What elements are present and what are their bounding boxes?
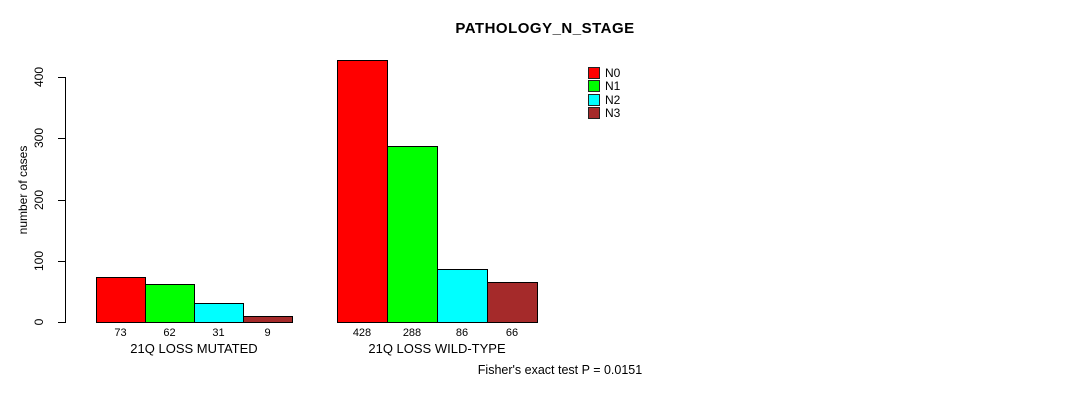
bar-n1-group1 [145, 284, 195, 323]
y-tick-400 [58, 77, 66, 78]
y-tick-label-200: 200 [32, 189, 46, 211]
y-tick-label-0: 0 [32, 318, 46, 326]
y-tick-0 [58, 322, 66, 323]
bar-value-label-n0-group2: 428 [352, 327, 372, 339]
group-label-1: 21Q LOSS MUTATED [130, 341, 258, 356]
legend-label-n2: N2 [605, 93, 621, 107]
bar-value-label-n2-group2: 86 [455, 327, 469, 339]
y-tick-label-100: 100 [32, 250, 46, 272]
y-tick-label-300: 300 [32, 127, 46, 149]
legend-item-n1: N1 [588, 80, 620, 92]
y-axis-label: number of cases [16, 145, 30, 235]
bar-value-label-n3-group1: 9 [264, 327, 271, 339]
bar-n2-group2 [437, 269, 488, 323]
legend-label-n0: N0 [605, 66, 621, 80]
bar-n3-group1 [243, 316, 293, 323]
pvalue-annotation: Fisher's exact test P = 0.0151 [477, 363, 643, 377]
legend-label-n1: N1 [605, 79, 621, 93]
bar-value-label-n3-group2: 66 [505, 327, 519, 339]
y-tick-200 [58, 200, 66, 201]
bar-value-label-n1-group2: 288 [402, 327, 422, 339]
legend-swatch-n3 [588, 107, 600, 119]
bar-value-label-n0-group1: 73 [114, 327, 127, 339]
bar-value-label-n2-group1: 31 [212, 327, 225, 339]
y-tick-100 [58, 261, 66, 262]
y-tick-label-400: 400 [32, 66, 46, 88]
legend-swatch-n1 [588, 80, 600, 92]
legend-swatch-n2 [588, 94, 600, 106]
bar-n1-group2 [387, 146, 438, 323]
bar-value-label-n1-group1: 62 [163, 327, 176, 339]
legend-swatch-n0 [588, 67, 600, 79]
legend-item-n2: N2 [588, 94, 620, 106]
bar-n0-group1 [96, 277, 146, 323]
legend-item-n0: N0 [588, 67, 620, 79]
bar-n2-group1 [194, 303, 244, 323]
bar-n3-group2 [487, 282, 538, 323]
legend-label-n3: N3 [605, 106, 621, 120]
legend-item-n3: N3 [588, 107, 620, 119]
y-tick-300 [58, 138, 66, 139]
group-label-2: 21Q LOSS WILD-TYPE [368, 341, 506, 356]
chart-title: PATHOLOGY_N_STAGE [455, 20, 635, 37]
bar-n0-group2 [337, 60, 388, 323]
